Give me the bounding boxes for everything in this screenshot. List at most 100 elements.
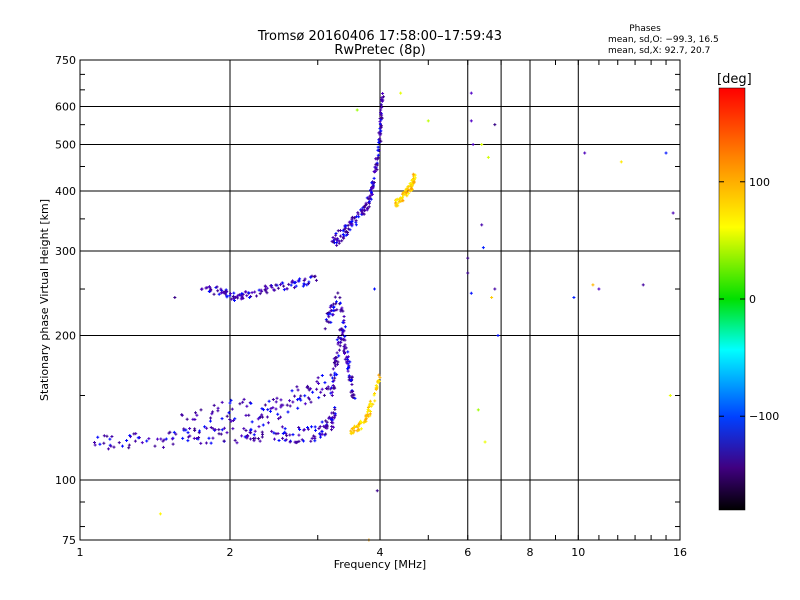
data-point (112, 445, 116, 449)
data-point (299, 398, 303, 402)
data-point (376, 145, 380, 149)
data-point (357, 215, 361, 219)
data-point (279, 398, 283, 402)
data-point (380, 116, 384, 120)
data-point (110, 435, 114, 439)
data-point (285, 287, 289, 291)
data-point (295, 385, 299, 389)
data-point (159, 437, 163, 441)
data-point (376, 153, 380, 157)
data-point (244, 429, 248, 433)
x-axis-label: Frequency [MHz] (334, 558, 426, 571)
data-point (363, 208, 367, 212)
data-point (255, 294, 259, 298)
data-point (331, 411, 335, 415)
data-point (331, 313, 335, 317)
data-point (253, 290, 257, 294)
y-tick-label: 500 (55, 139, 76, 152)
data-point (313, 425, 317, 429)
data-point (376, 156, 380, 160)
data-point (331, 384, 335, 388)
data-point (293, 394, 297, 398)
data-point (331, 309, 335, 313)
data-point (364, 417, 368, 421)
data-point (161, 445, 165, 449)
data-point (306, 427, 310, 431)
data-point (373, 170, 377, 174)
data-point (245, 436, 249, 440)
data-point (216, 289, 220, 293)
data-point (331, 367, 335, 371)
data-point (314, 278, 318, 282)
data-point (261, 432, 265, 436)
data-point (230, 407, 234, 411)
data-point (597, 287, 601, 291)
data-point (373, 399, 377, 403)
data-point (671, 211, 675, 215)
x-tick-label: 1 (77, 546, 84, 559)
data-point (217, 432, 221, 436)
data-point (345, 355, 349, 359)
data-point (486, 155, 490, 159)
data-point (172, 430, 176, 434)
data-point (265, 291, 269, 295)
data-point (235, 441, 239, 445)
data-point (145, 439, 149, 443)
stats-line-x: mean, sd,X: 92.7, 20.7 (608, 46, 710, 56)
data-point (227, 411, 231, 415)
data-point (363, 205, 367, 209)
data-point (327, 320, 331, 324)
data-point (186, 431, 190, 435)
data-point (294, 440, 298, 444)
data-point (364, 413, 368, 417)
data-point (105, 434, 109, 438)
data-point (102, 434, 106, 438)
data-point (333, 364, 337, 368)
data-point (320, 387, 324, 391)
data-point (282, 288, 286, 292)
data-point (247, 413, 251, 417)
data-point (140, 441, 144, 445)
data-point (212, 403, 216, 407)
data-point (207, 285, 211, 289)
data-point (208, 419, 212, 423)
data-point (161, 439, 165, 443)
data-point (302, 439, 306, 443)
data-point (251, 436, 255, 440)
data-point (136, 436, 140, 440)
data-point (357, 422, 361, 426)
data-point (466, 271, 470, 275)
x-tick-label: 2 (227, 546, 234, 559)
data-point (349, 378, 353, 382)
data-point (249, 431, 253, 435)
data-point (231, 419, 235, 423)
data-point (232, 297, 236, 301)
data-point (371, 186, 375, 190)
data-point (249, 427, 253, 431)
data-point (284, 438, 288, 442)
data-point (269, 407, 273, 411)
data-point (285, 403, 289, 407)
data-point (350, 383, 354, 387)
data-point (240, 292, 244, 296)
data-point (288, 404, 292, 408)
data-point (370, 181, 374, 185)
data-point (335, 238, 339, 242)
data-point (210, 412, 214, 416)
data-point (323, 426, 327, 430)
data-point (297, 279, 301, 283)
data-point (274, 400, 278, 404)
data-point (342, 315, 346, 319)
data-point (261, 415, 265, 419)
data-point (327, 415, 331, 419)
data-point (336, 291, 340, 295)
data-point (328, 312, 332, 316)
data-point (322, 393, 326, 397)
chart-subtitle: RwPretec (8p) (334, 43, 425, 58)
data-point (265, 286, 269, 290)
data-point (481, 246, 485, 250)
data-point (320, 373, 324, 377)
data-point (366, 407, 370, 411)
data-point (188, 427, 192, 431)
data-point (346, 230, 350, 234)
